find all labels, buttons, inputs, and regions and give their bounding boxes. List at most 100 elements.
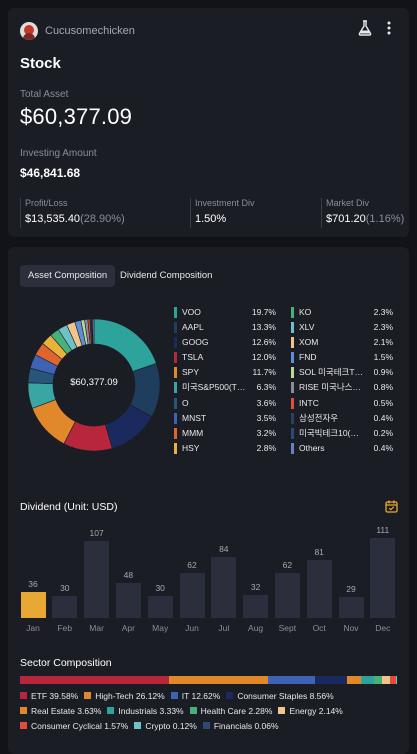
sector-segment[interactable] bbox=[169, 676, 268, 684]
holding-legend-item: GOOG 12.6% bbox=[174, 337, 276, 352]
sector-label: ETF 39.58% bbox=[31, 690, 79, 701]
dividend-bar-value: 62 bbox=[187, 560, 197, 571]
calendar-icon[interactable] bbox=[385, 500, 398, 513]
legend-swatch bbox=[291, 397, 294, 409]
sector-legend: ETF 39.58% High-Tech 26.12% IT 12.62% Consu… bbox=[20, 688, 405, 733]
legend-swatch bbox=[291, 367, 294, 379]
holding-pct: 0.2% bbox=[373, 427, 393, 438]
holding-name: 미국빅테크10(… bbox=[299, 427, 359, 438]
legend-swatch bbox=[170, 692, 178, 699]
holding-legend-item: KO 2.3% bbox=[291, 307, 393, 322]
legend-swatch bbox=[134, 722, 142, 729]
dividend-bar-value: 81 bbox=[314, 546, 324, 557]
holding-legend-item: HSY 2.8% bbox=[174, 442, 276, 458]
investment-div-label: Investment Div bbox=[195, 198, 255, 208]
dividend-bar[interactable] bbox=[52, 596, 78, 618]
dividend-bar[interactable] bbox=[274, 573, 300, 618]
dividend-bar[interactable] bbox=[211, 557, 237, 618]
market-div-pct: (1.16%) bbox=[365, 213, 405, 225]
sector-legend-item: Consumer Cyclical 1.57% bbox=[20, 718, 128, 733]
holding-name: GOOG bbox=[182, 337, 209, 348]
dividend-month-label: Jul bbox=[218, 623, 230, 633]
sector-segment[interactable] bbox=[382, 676, 391, 684]
dividend-bar[interactable] bbox=[338, 597, 364, 618]
sector-segment[interactable] bbox=[347, 676, 362, 684]
legend-swatch bbox=[20, 707, 27, 714]
holding-name: MNST bbox=[182, 412, 207, 423]
holding-legend-item: MMM 3.2% bbox=[174, 427, 276, 443]
dividend-month-label: Oct bbox=[312, 623, 326, 633]
legend-swatch bbox=[291, 352, 294, 364]
donut-slice[interactable] bbox=[92, 318, 95, 345]
holding-legend-item: INTC 0.5% bbox=[291, 397, 393, 413]
holding-name: SPY bbox=[182, 367, 200, 378]
sector-legend-item: Consumer Staples 8.56% bbox=[226, 688, 334, 703]
holding-pct: 6.3% bbox=[256, 382, 276, 393]
legend-swatch bbox=[174, 382, 177, 394]
sector-legend-item: Real Estate 3.63% bbox=[20, 703, 101, 718]
holding-pct: 19.7% bbox=[251, 307, 276, 317]
sector-segment[interactable] bbox=[361, 676, 374, 684]
donut-slice[interactable] bbox=[93, 318, 157, 372]
holding-name: 미국S&P500(T… bbox=[182, 382, 246, 393]
dividend-bar[interactable] bbox=[306, 559, 332, 618]
dividend-month-label: Aug bbox=[248, 623, 264, 633]
dividend-bar-chart: 36 Jan 30 Feb 107 Mar 48 Apr 30 May 62 Jun 84 Jul 32 Au… bbox=[8, 525, 409, 637]
sector-segment[interactable] bbox=[20, 676, 170, 684]
sector-label: Crypto 0.12% bbox=[145, 720, 197, 731]
more-options-icon[interactable] bbox=[379, 20, 399, 40]
legend-swatch bbox=[174, 352, 177, 364]
sector-segment[interactable] bbox=[373, 676, 383, 684]
avatar bbox=[20, 22, 38, 40]
dividend-bar[interactable] bbox=[84, 540, 110, 618]
dividend-month-label: Feb bbox=[57, 623, 73, 633]
holding-name: XLV bbox=[299, 322, 315, 333]
holdings-legend-left: VOO 19.7% AAPL 13.3% GOOG 12.6% TSLA 12.0% SPY 11… bbox=[174, 307, 276, 458]
holding-legend-item: MNST 3.5% bbox=[174, 412, 276, 428]
username: Cucusomechicken bbox=[45, 25, 135, 37]
dividend-month-label: Mar bbox=[89, 623, 104, 633]
dividend-bar[interactable] bbox=[243, 594, 269, 618]
holding-legend-item: TSLA 12.0% bbox=[174, 352, 276, 367]
sector-title: Sector Composition bbox=[20, 657, 112, 669]
sector-legend-item: ETF 39.58% bbox=[20, 688, 78, 703]
dividend-bar[interactable] bbox=[20, 592, 46, 618]
holding-legend-item: AAPL 13.3% bbox=[174, 322, 276, 337]
holding-pct: 2.8% bbox=[256, 442, 276, 453]
dividend-month-label: Apr bbox=[121, 623, 135, 633]
dividend-bar-value: 107 bbox=[89, 527, 104, 538]
user-profile[interactable]: Cucusomechicken bbox=[20, 20, 135, 42]
profit-loss-stat: Profit/Loss $13,535.40(28.90%) bbox=[20, 198, 125, 228]
sector-segment[interactable] bbox=[390, 676, 397, 684]
legend-swatch bbox=[226, 692, 234, 699]
legend-swatch bbox=[174, 412, 177, 424]
investment-div-stat: Investment Div 1.50% bbox=[190, 198, 255, 228]
tab-asset-composition[interactable]: Asset Composition bbox=[20, 265, 116, 287]
dividend-bar[interactable] bbox=[179, 573, 205, 618]
holding-pct: 3.6% bbox=[256, 397, 276, 408]
sector-segment[interactable] bbox=[267, 676, 316, 684]
flask-icon[interactable] bbox=[355, 20, 375, 40]
holding-name: TSLA bbox=[182, 352, 204, 363]
legend-swatch bbox=[291, 412, 294, 424]
sector-segment[interactable] bbox=[315, 676, 348, 684]
sector-label: Consumer Cyclical 1.57% bbox=[31, 720, 129, 731]
tab-dividend-composition[interactable]: Dividend Composition bbox=[120, 270, 213, 281]
holding-legend-item: SPY 11.7% bbox=[174, 367, 276, 382]
holding-legend-item: XOM 2.1% bbox=[291, 337, 393, 352]
legend-swatch bbox=[174, 427, 177, 439]
dividend-bar[interactable] bbox=[115, 583, 141, 618]
asset-donut-chart[interactable] bbox=[24, 315, 164, 455]
legend-swatch bbox=[278, 707, 286, 714]
market-div-value: $701.20 bbox=[326, 213, 366, 225]
holding-pct: 12.0% bbox=[251, 352, 276, 363]
total-asset-value: $60,377.09 bbox=[20, 104, 133, 129]
holding-legend-item: 미국S&P500(T… 6.3% bbox=[174, 382, 276, 397]
holding-name: VOO bbox=[182, 307, 201, 317]
holding-legend-item: O 3.6% bbox=[174, 397, 276, 413]
dividend-bar[interactable] bbox=[147, 596, 173, 618]
legend-swatch bbox=[20, 692, 27, 699]
sector-label: Health Care 2.28% bbox=[200, 705, 273, 716]
dividend-month-label: May bbox=[152, 623, 169, 633]
dividend-bar[interactable] bbox=[370, 538, 396, 618]
